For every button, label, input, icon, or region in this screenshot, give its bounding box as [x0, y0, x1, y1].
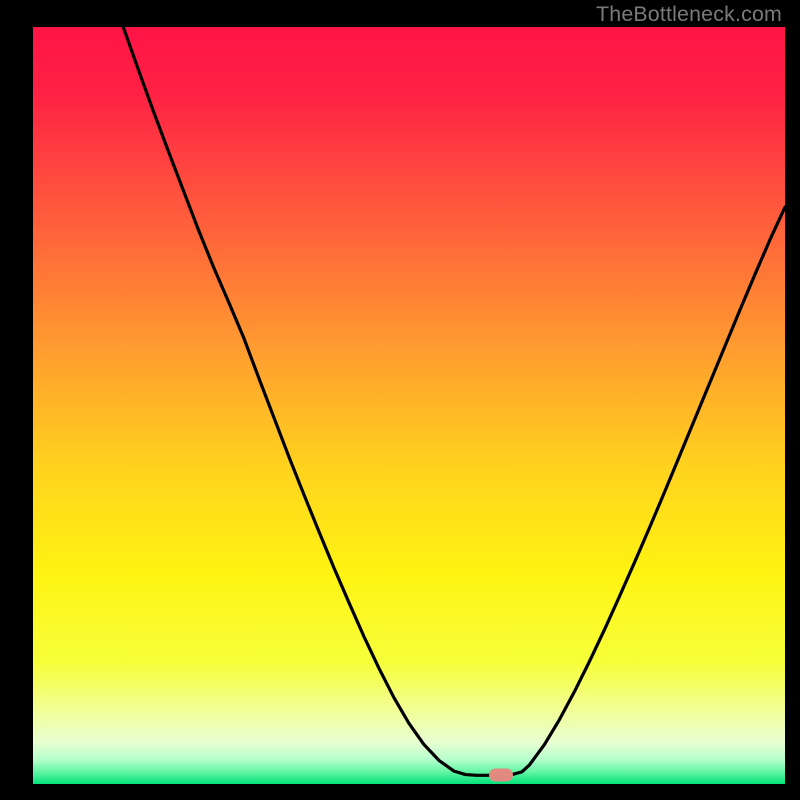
- optimum-marker: [489, 768, 513, 781]
- optimum-marker-shape: [489, 768, 513, 781]
- watermark-text: TheBottleneck.com: [596, 2, 782, 27]
- chart-stage: TheBottleneck.com: [0, 0, 800, 800]
- plot-area: [33, 27, 785, 784]
- bottleneck-curve: [33, 27, 785, 784]
- curve-polyline: [123, 27, 785, 775]
